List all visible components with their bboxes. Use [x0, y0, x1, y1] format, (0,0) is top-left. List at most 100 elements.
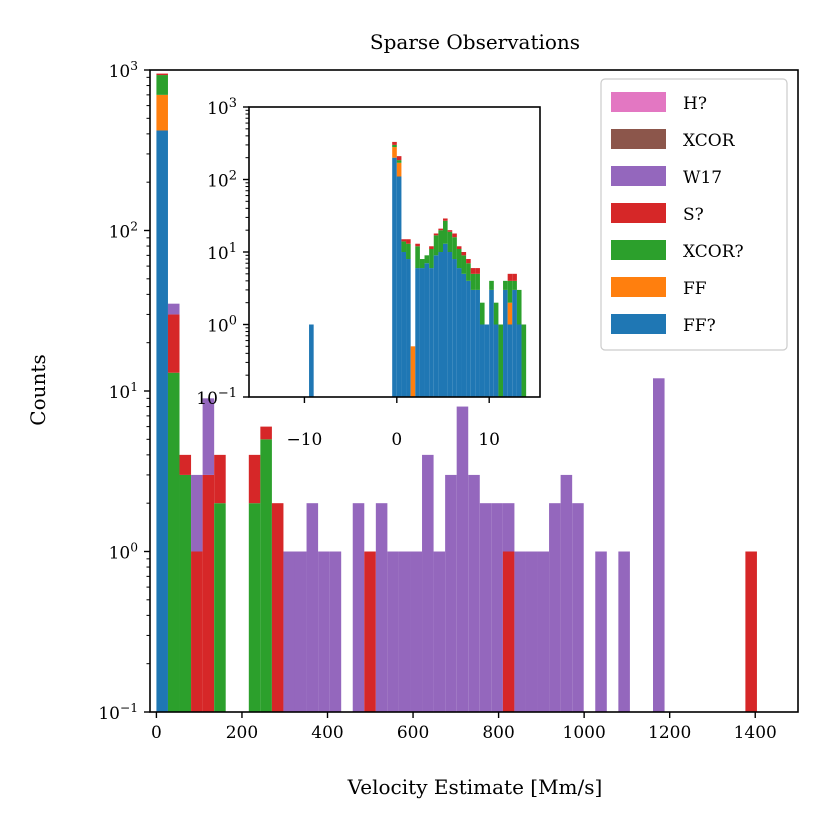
main-bar	[156, 130, 168, 712]
main-bar	[167, 303, 180, 315]
inset-bar	[438, 230, 443, 252]
inset-bar	[452, 233, 457, 238]
legend-swatch	[611, 314, 666, 334]
main-x-tick-label: 0	[151, 723, 162, 743]
inset-bar	[466, 259, 471, 264]
inset-bar	[438, 228, 443, 231]
main-bar	[479, 503, 492, 712]
main-y-tick-label: 103	[109, 59, 138, 82]
inset-bar	[396, 160, 402, 163]
legend-swatch	[611, 240, 666, 260]
inset-bar	[392, 141, 397, 145]
main-y-tick-label: 102	[109, 220, 138, 243]
inset-bar	[498, 324, 504, 397]
main-bar	[595, 551, 607, 712]
inset-bar	[415, 246, 420, 269]
inset-bar	[461, 255, 467, 274]
legend-swatch	[611, 277, 666, 297]
inset-bar	[433, 255, 439, 397]
main-x-tick-label: 400	[311, 723, 343, 743]
main-bar	[525, 551, 538, 712]
main-bar	[202, 398, 215, 475]
inset-bar	[521, 324, 527, 397]
main-bar	[306, 503, 319, 712]
main-bar	[283, 551, 295, 712]
main-bar	[364, 551, 376, 712]
main-x-tick-label: 200	[226, 723, 258, 743]
main-bar	[445, 474, 457, 712]
main-x-tick-label: 1400	[734, 723, 777, 743]
inset-x-tick-label: 10	[478, 430, 500, 450]
inset-bar	[489, 289, 494, 397]
main-bars	[156, 73, 757, 712]
inset-bar	[507, 324, 513, 397]
main-bar	[179, 454, 192, 475]
main-bar	[549, 503, 561, 712]
legend-item: S?	[611, 203, 704, 225]
inset-bar	[456, 248, 462, 269]
inset-bar	[429, 268, 434, 397]
inset-bar	[507, 280, 513, 303]
inset-bar	[493, 302, 499, 325]
main-bar	[202, 474, 215, 712]
inset-bar	[447, 231, 453, 252]
inset-bar	[461, 273, 467, 397]
inset-bar	[512, 289, 517, 397]
main-bar	[572, 503, 584, 712]
main-bar	[387, 551, 399, 712]
inset-bar	[475, 268, 480, 274]
main-bar	[156, 75, 168, 95]
inset-bar	[452, 259, 457, 397]
inset-bar	[516, 289, 522, 325]
legend-label: FF?	[683, 316, 716, 336]
main-bar	[375, 503, 388, 712]
legend-item: H?	[611, 92, 707, 114]
inset-y-tick-label: 100	[207, 314, 237, 337]
inset-bar	[479, 302, 485, 325]
inset-bar	[447, 252, 453, 397]
inset-bars	[309, 141, 527, 397]
main-bar	[167, 372, 180, 712]
main-bar	[745, 551, 757, 712]
main-bar	[410, 551, 423, 712]
legend-label: H?	[683, 94, 707, 114]
legend-label: XCOR	[683, 131, 736, 151]
inset-bar	[401, 241, 407, 252]
legend-label: FF	[683, 279, 707, 299]
inset-x-tick-label: −10	[286, 430, 322, 450]
inset-bar	[470, 289, 476, 397]
inset-bar	[470, 273, 476, 290]
inset-bar	[507, 302, 513, 325]
main-bar	[433, 551, 446, 712]
main-y-tick-label: 100	[109, 541, 138, 564]
inset-bar	[406, 243, 411, 260]
main-bar	[214, 454, 226, 504]
main-bar	[352, 503, 365, 712]
inset-bar	[456, 268, 462, 397]
legend-item: FF	[611, 277, 707, 299]
inset-bar	[396, 162, 402, 177]
main-bar	[191, 551, 203, 712]
inset-bar	[466, 280, 471, 397]
inset-bar	[401, 252, 407, 397]
main-bar	[294, 551, 307, 712]
inset-bar	[438, 252, 443, 397]
chart-title: Sparse Observations	[370, 30, 580, 54]
inset-bar	[489, 280, 494, 290]
main-x-tick-label: 1000	[563, 723, 606, 743]
inset-bar	[415, 268, 420, 397]
main-bar	[248, 454, 261, 504]
main-bar	[318, 551, 330, 712]
inset-y-tick-label: 103	[207, 96, 237, 119]
main-bar	[560, 474, 573, 712]
inset-bar	[433, 235, 439, 256]
main-bar	[329, 551, 342, 712]
legend-label: W17	[683, 168, 722, 188]
main-bar	[260, 439, 272, 712]
legend-swatch	[611, 129, 666, 149]
main-bar	[456, 406, 469, 712]
inset-y-tick-label: 101	[207, 241, 237, 264]
